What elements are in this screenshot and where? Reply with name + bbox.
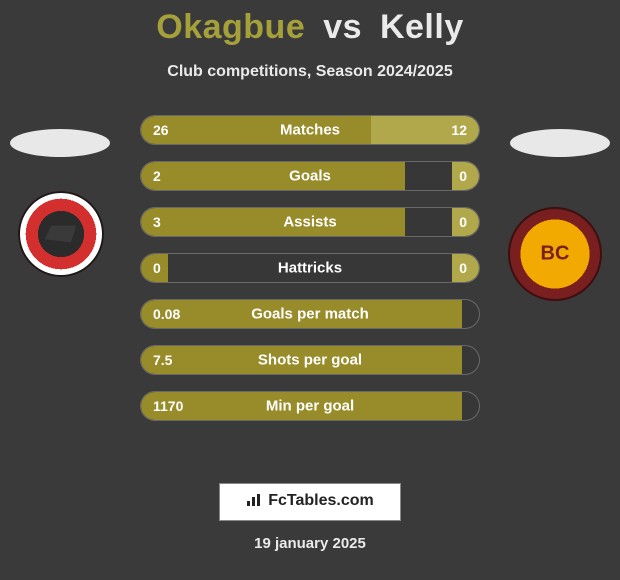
footer: FcTables.com 19 january 2025 [0, 483, 620, 552]
stat-label: Matches [141, 122, 479, 139]
fctables-text: FcTables.com [268, 492, 374, 509]
bradford-crest-label: BC [541, 243, 570, 266]
stat-label: Min per goal [141, 398, 479, 415]
stat-row: 30Assists [140, 207, 480, 237]
stat-row: 2612Matches [140, 115, 480, 145]
footer-date: 19 january 2025 [0, 535, 620, 552]
stat-bars: 2612Matches 20Goals 30Assists 00Hattricks 0.… [140, 115, 480, 437]
stat-row: 0.08Goals per match [140, 299, 480, 329]
shadow-oval-right [510, 129, 610, 157]
stat-label: Shots per goal [141, 352, 479, 369]
walsall-crest-icon [18, 191, 104, 277]
stat-row: 20Goals [140, 161, 480, 191]
stat-label: Hattricks [141, 260, 479, 277]
stat-row: 1170Min per goal [140, 391, 480, 421]
stat-row: 7.5Shots per goal [140, 345, 480, 375]
stat-label: Goals per match [141, 306, 479, 323]
subtitle: Club competitions, Season 2024/2025 [0, 63, 620, 81]
shadow-oval-left [10, 129, 110, 157]
chart-icon [246, 493, 262, 512]
fctables-tag: FcTables.com [219, 483, 401, 521]
stat-label: Goals [141, 168, 479, 185]
bradford-crest-icon: BC [508, 207, 602, 301]
title-player1: Okagbue [156, 8, 305, 46]
stat-row: 00Hattricks [140, 253, 480, 283]
stat-label: Assists [141, 214, 479, 231]
title: Okagbue vs Kelly [0, 0, 620, 47]
title-vs: vs [323, 8, 362, 46]
title-player2: Kelly [380, 8, 464, 46]
